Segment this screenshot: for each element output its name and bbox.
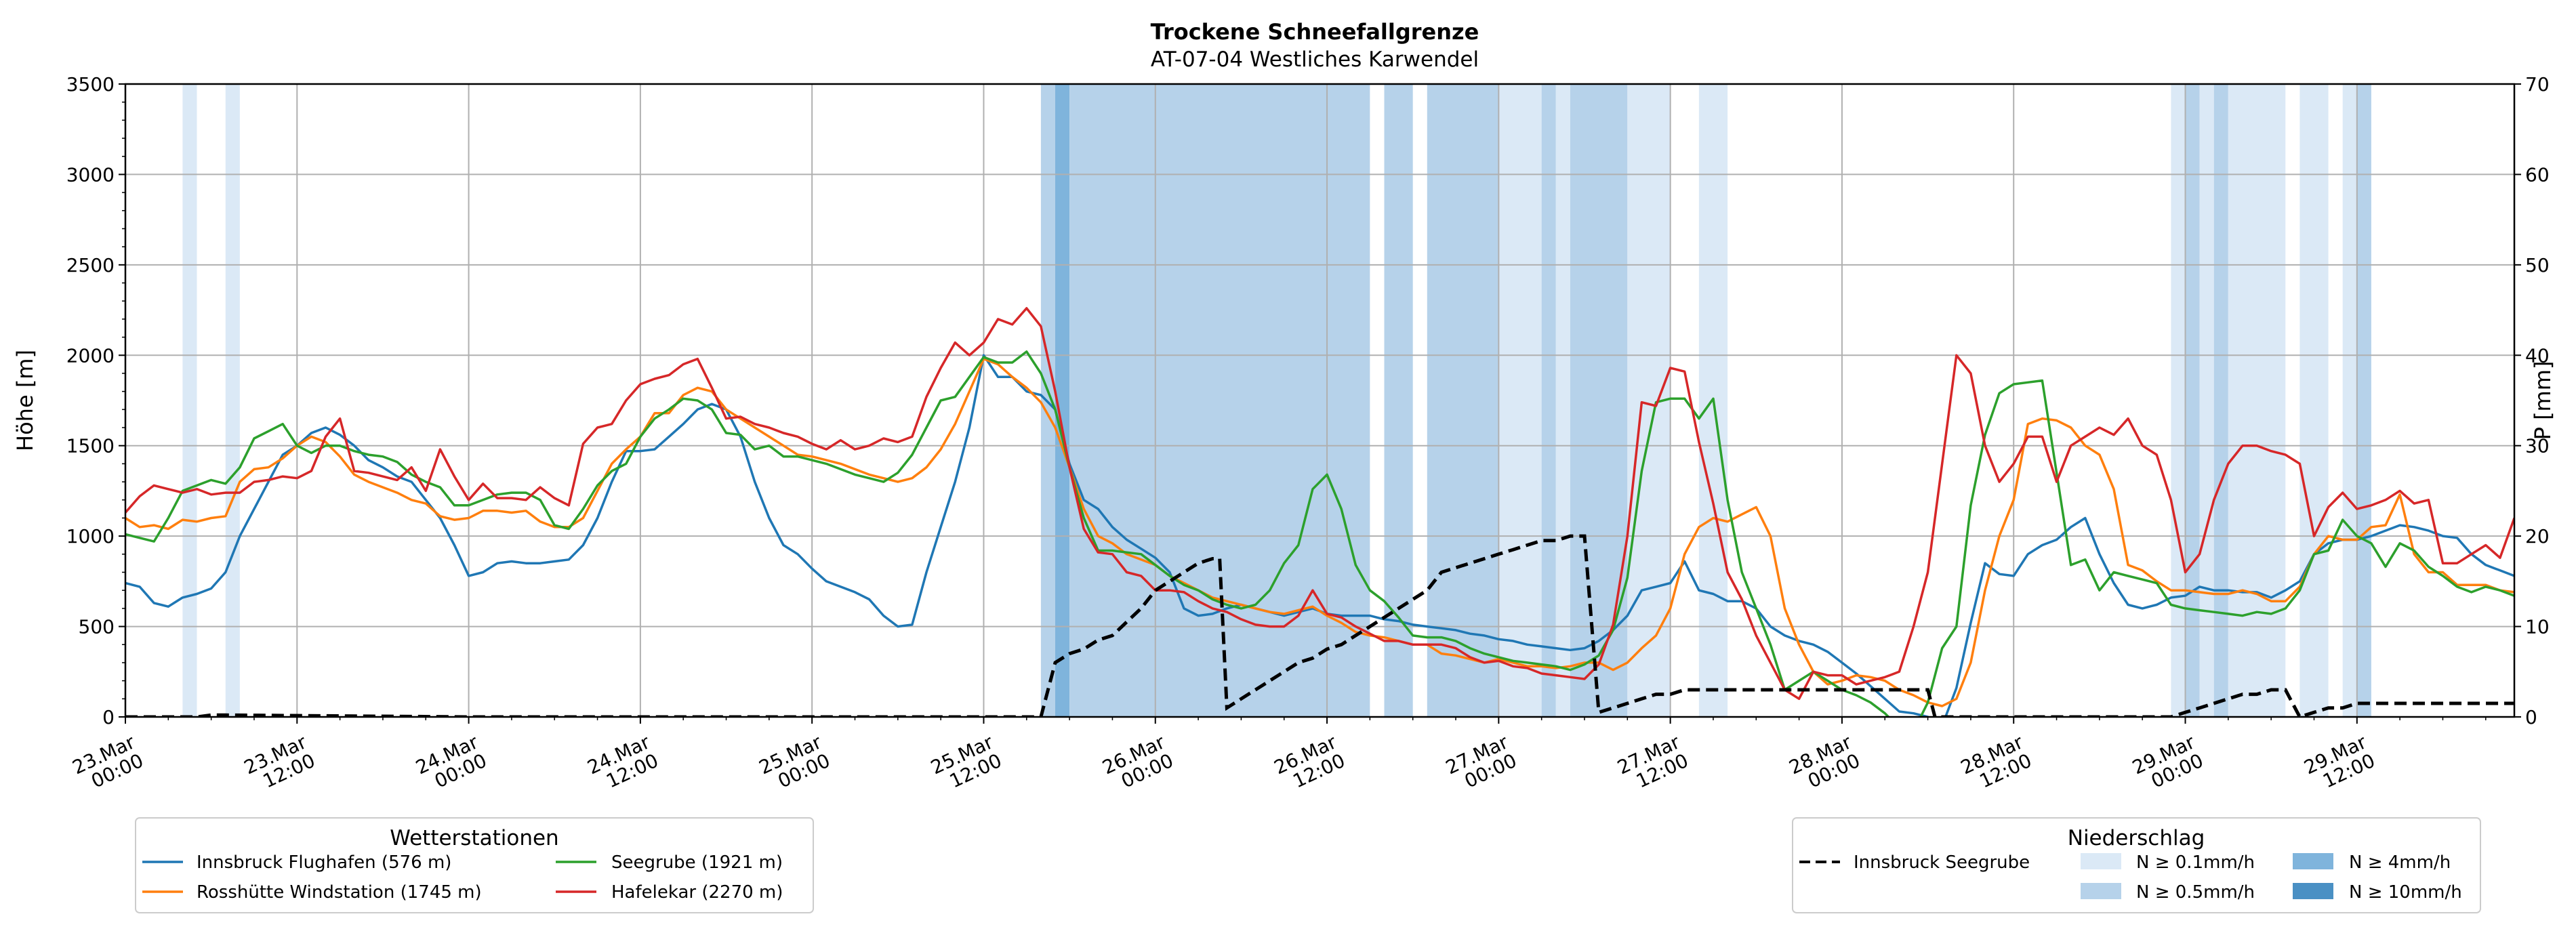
precip-band-20 bbox=[2356, 84, 2371, 717]
legend-label-hafelekar: Hafelekar (2270 m) bbox=[611, 882, 783, 903]
series-line-3 bbox=[125, 307, 2514, 701]
precip-band-8 bbox=[1541, 84, 1556, 717]
legend-swatch-n-4 bbox=[2293, 853, 2333, 869]
precip-band-14 bbox=[2185, 84, 2200, 717]
y2-tick-label-6: 60 bbox=[2525, 163, 2550, 186]
y-tick-label-4: 2000 bbox=[66, 344, 115, 367]
legend-label-innsbruck-flughafen: Innsbruck Flughafen (576 m) bbox=[197, 852, 451, 873]
y2-tick-label-5: 50 bbox=[2525, 254, 2550, 276]
y-tick-label-2: 1000 bbox=[66, 525, 115, 548]
precip-band-15 bbox=[2199, 84, 2214, 717]
chart-subtitle: AT-07-04 Westliches Karwendel bbox=[1151, 47, 1479, 72]
precip-band-16 bbox=[2213, 84, 2228, 717]
precip-band-7 bbox=[1498, 84, 1542, 717]
precip-band-5 bbox=[1384, 84, 1413, 717]
plot-frame bbox=[124, 83, 2516, 718]
y-tick-label-6: 3000 bbox=[66, 163, 115, 186]
legend-precipitation: Niederschlag Innsbruck Seegrube N ≥ 0.1m… bbox=[1792, 817, 2481, 913]
y2-tick-label-2: 20 bbox=[2525, 525, 2550, 548]
precip-band-9 bbox=[1555, 84, 1570, 717]
precip-band-4 bbox=[1069, 84, 1370, 717]
legend-label-innsbruck-seegrube: Innsbruck Seegrube bbox=[1854, 852, 2030, 873]
y2-axis-label: P [mm] bbox=[2530, 361, 2556, 440]
y2-tick-label-1: 10 bbox=[2525, 616, 2550, 638]
series-line-precip bbox=[125, 534, 2514, 717]
legend-swatch-n-10 bbox=[2293, 883, 2333, 899]
precip-band-17 bbox=[2228, 84, 2286, 717]
y2-tick-label-0: 0 bbox=[2525, 706, 2537, 728]
precip-band-13 bbox=[2171, 84, 2186, 717]
y2-tick-label-7: 70 bbox=[2525, 73, 2550, 96]
precip-band-1 bbox=[225, 84, 240, 717]
precip-band-10 bbox=[1570, 84, 1628, 717]
legend-stations: Wetterstationen Innsbruck Flughafen (576… bbox=[135, 817, 814, 913]
legend-swatch-n-0-5 bbox=[2081, 883, 2121, 899]
y2-tick-label-3: 30 bbox=[2525, 435, 2550, 457]
legend-label-n-4: N ≥ 4mm/h bbox=[2349, 852, 2451, 873]
legend-label-seegrube: Seegrube (1921 m) bbox=[611, 852, 783, 873]
chart-title: Trockene Schneefallgrenze bbox=[1151, 19, 1479, 45]
y-axis-label: Höhe [m] bbox=[12, 350, 38, 451]
legend-label-rosshuette: Rosshütte Windstation (1745 m) bbox=[197, 882, 482, 903]
y-tick-label-7: 3500 bbox=[66, 73, 115, 96]
precip-band-18 bbox=[2299, 84, 2329, 717]
legend-stations-title: Wetterstationen bbox=[390, 826, 558, 850]
y-tick-label-1: 500 bbox=[79, 616, 115, 638]
legend-precip-title: Niederschlag bbox=[2068, 826, 2205, 850]
legend-label-n-0-1: N ≥ 0.1mm/h bbox=[2136, 852, 2255, 873]
y2-tick-label-4: 40 bbox=[2525, 344, 2550, 367]
precip-band-19 bbox=[2342, 84, 2357, 717]
legend-stations-box bbox=[135, 817, 814, 913]
series-line-1 bbox=[125, 357, 2514, 707]
y-tick-label-3: 1500 bbox=[66, 435, 115, 457]
legend-swatch-n-0-1 bbox=[2081, 853, 2121, 869]
series-line-2 bbox=[125, 350, 2514, 717]
precip-band-0 bbox=[182, 84, 197, 717]
legend-label-n-0-5: N ≥ 0.5mm/h bbox=[2136, 882, 2255, 903]
precip-band-6 bbox=[1427, 84, 1499, 717]
y-tick-label-0: 0 bbox=[102, 706, 115, 728]
series-lines bbox=[125, 307, 2514, 717]
precip-band-3 bbox=[1055, 84, 1070, 717]
y-tick-label-5: 2500 bbox=[66, 254, 115, 276]
precip-band-2 bbox=[1040, 84, 1056, 717]
legend-label-n-10: N ≥ 10mm/h bbox=[2349, 882, 2462, 903]
